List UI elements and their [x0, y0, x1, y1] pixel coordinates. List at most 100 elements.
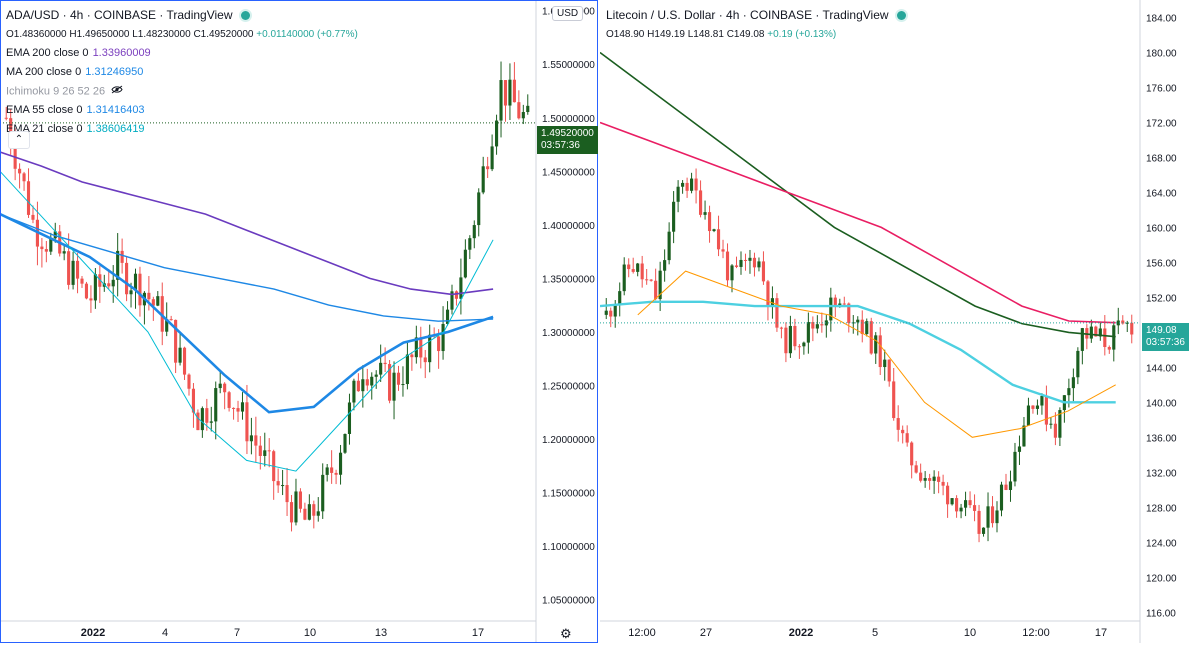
ema55-label: EMA 55 close 0 — [6, 104, 83, 117]
ichimoku-label: Ichimoku 9 26 52 26 — [6, 85, 106, 98]
candle-body — [968, 500, 972, 506]
legend-collapse-button[interactable]: ⌃ — [8, 131, 30, 149]
indicator-line — [637, 270, 1116, 438]
candle-body — [806, 322, 810, 343]
indicator-ema200[interactable]: EMA 200 close 0 1.33960009 — [6, 44, 358, 63]
candle-body — [182, 347, 187, 375]
ada-low: L1.48230000 — [132, 29, 191, 40]
ema200-value: 1.33960009 — [92, 47, 151, 59]
candle-body — [1071, 377, 1075, 389]
candle-body — [725, 251, 730, 281]
candle-body — [950, 498, 954, 505]
indicator-line — [0, 170, 494, 472]
ltc-price-value: 149.08 — [1146, 325, 1177, 336]
candle-body — [860, 319, 864, 335]
candle-body — [267, 450, 271, 452]
currency-button[interactable]: USD — [552, 6, 584, 21]
indicator-ema55[interactable]: EMA 55 close 0 1.31416403 — [6, 101, 358, 120]
candle-body — [227, 392, 231, 408]
candle-body — [526, 105, 530, 113]
ada-x-tick: 2022 — [80, 627, 106, 639]
candle-body — [896, 418, 900, 430]
candle-body — [245, 402, 249, 442]
candle-body — [84, 283, 89, 299]
ltc-chart-pane[interactable]: 184.00 180.00 176.00 172.00 168.00 164.00 160.… — [600, 0, 1194, 652]
candle-body — [1130, 322, 1134, 335]
candle-body — [905, 433, 909, 443]
candle-body — [22, 173, 26, 182]
ltc-x-tick: 27 — [699, 627, 713, 639]
y-tick-label: 1.50000000 — [542, 114, 595, 125]
candle-body — [174, 319, 178, 363]
y-tick-label: 120.00 — [1146, 573, 1177, 584]
candle-body — [312, 504, 316, 516]
candle-body — [932, 476, 936, 481]
candle-body — [869, 321, 873, 354]
y-tick-label: 144.00 — [1146, 363, 1177, 374]
candle-body — [303, 508, 307, 520]
candle-body — [1067, 388, 1071, 396]
ada-high: H1.49650000 — [69, 29, 130, 40]
candle-body — [1026, 405, 1031, 426]
indicator-line — [0, 213, 494, 322]
candle-body — [218, 383, 222, 389]
candle-body — [811, 322, 815, 329]
candle-body — [441, 323, 445, 352]
candle-body — [405, 354, 409, 385]
candle-body — [31, 214, 35, 220]
candle-body — [990, 506, 995, 524]
candle-body — [654, 280, 658, 300]
candle-body — [919, 472, 923, 481]
ada-x-tick: 10 — [303, 627, 317, 639]
hidden-eye-icon[interactable] — [111, 82, 123, 101]
candle-body — [856, 319, 860, 323]
candle-body — [276, 481, 280, 486]
candle-body — [775, 298, 779, 328]
candle-body — [748, 257, 752, 261]
ltc-high: H149.19 — [647, 29, 685, 40]
candle-body — [53, 231, 57, 239]
ltc-chart-canvas[interactable]: 184.00 180.00 176.00 172.00 168.00 164.00 160.… — [600, 0, 1194, 652]
ema21-value: 1.38606419 — [86, 123, 145, 136]
market-open-icon — [896, 11, 906, 21]
candle-body — [454, 291, 459, 299]
indicator-ichimoku[interactable]: Ichimoku 9 26 52 26 — [6, 82, 358, 101]
candle-body — [89, 298, 93, 301]
candle-body — [739, 259, 743, 267]
candle-body — [62, 251, 66, 254]
ada-chart-canvas[interactable]: 1.600000001.550000001.500000001.45000000… — [0, 0, 600, 652]
settings-gear-icon[interactable]: ⚙ — [560, 626, 572, 641]
y-tick-label: 140.00 — [1146, 398, 1177, 409]
candle-body — [955, 498, 959, 512]
candle-body — [129, 290, 133, 295]
candle-body — [67, 251, 71, 285]
ltc-x-tick: 5 — [871, 627, 879, 639]
indicator-ma200[interactable]: MA 200 close 0 1.31246950 — [6, 63, 358, 82]
candle-body — [334, 472, 338, 475]
candle-body — [111, 279, 115, 287]
y-tick-label: 116.00 — [1146, 608, 1176, 619]
candle-body — [396, 372, 401, 385]
ada-x-tick: 13 — [374, 627, 388, 639]
candle-body — [1031, 405, 1035, 409]
candle-body — [503, 80, 508, 106]
y-tick-label: 168.00 — [1146, 153, 1177, 164]
candle-body — [379, 362, 383, 375]
candle-body — [499, 80, 503, 121]
candle-body — [910, 442, 914, 466]
ada-legend: ADA/USD · 4h · COINBASE · TradingView O1… — [6, 6, 358, 139]
ada-chart-pane[interactable]: 1.600000001.550000001.500000001.45000000… — [0, 0, 600, 652]
candle-body — [766, 281, 770, 307]
candle-body — [481, 166, 485, 193]
ada-time-axis[interactable]: 2022 4 7 10 13 17 — [0, 621, 536, 643]
candle-body — [901, 429, 905, 434]
candle-body — [797, 346, 801, 348]
indicator-ema21[interactable]: EMA 21 close 0 1.38606419 — [6, 120, 358, 139]
candle-body — [423, 357, 427, 363]
candle-body — [986, 506, 990, 528]
ltc-open: O148.90 — [606, 29, 645, 40]
y-tick-label: 124.00 — [1146, 538, 1177, 549]
ltc-time-axis[interactable]: 12:00 27 2022 5 10 12:00 17 — [600, 621, 1140, 643]
candle-body — [658, 270, 662, 300]
y-tick-label: 1.30000000 — [542, 328, 595, 339]
